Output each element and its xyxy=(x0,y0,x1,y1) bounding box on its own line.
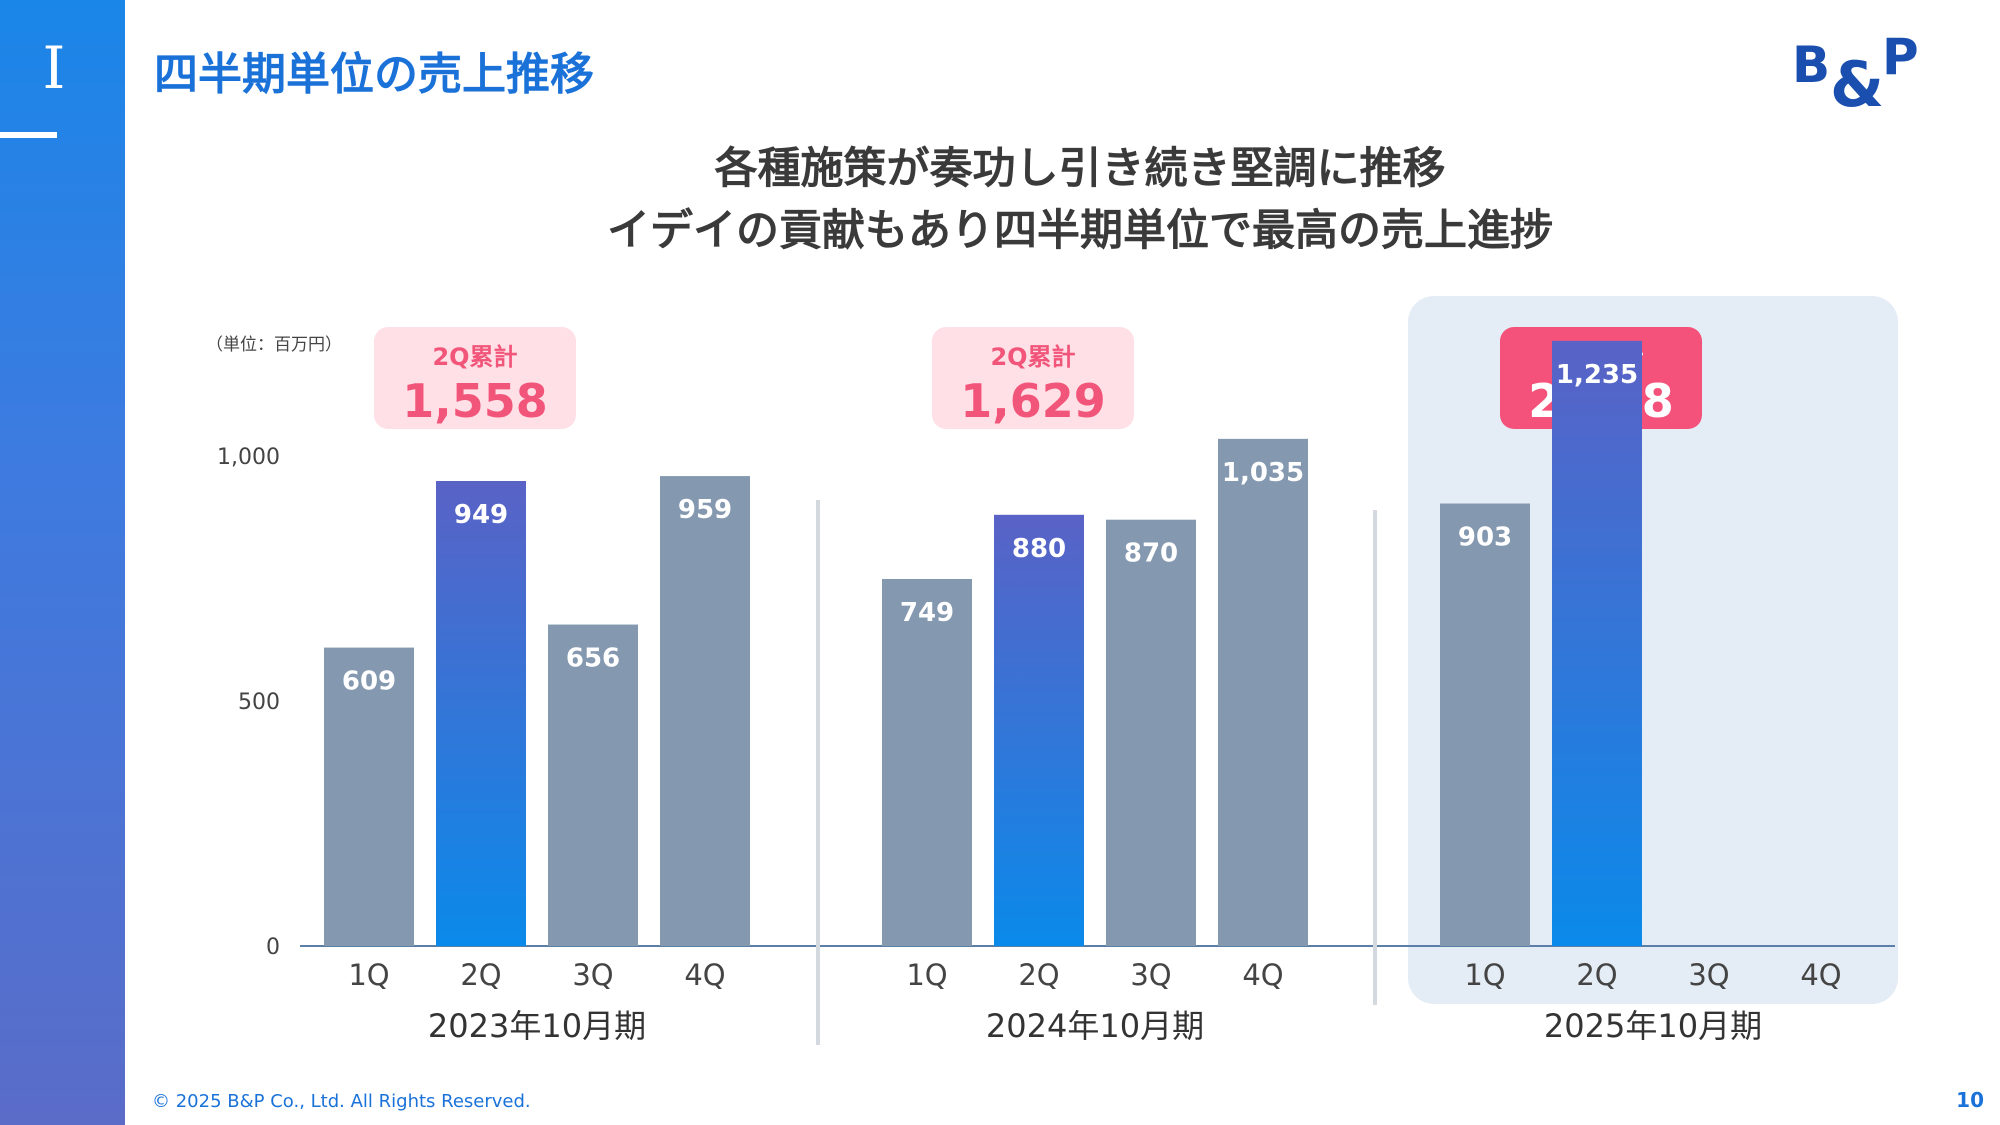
svg-text:P: P xyxy=(1882,28,1919,86)
bar xyxy=(1552,340,1642,947)
badge-label: 2Q累計 xyxy=(990,343,1076,371)
bar-data-label: 609 xyxy=(342,667,396,697)
x-tick-label: 1Q xyxy=(1464,958,1505,992)
section-rule xyxy=(0,132,57,138)
y-tick-label: 0 xyxy=(266,935,280,960)
headline-line-1: 各種施策が奏功し引き続き堅調に推移 xyxy=(714,144,1446,194)
x-tick-label: 3Q xyxy=(1688,958,1729,992)
bar-data-label: 749 xyxy=(900,598,954,628)
badge-value: 1,629 xyxy=(960,374,1106,428)
bar-data-label: 880 xyxy=(1012,534,1066,564)
bar-data-label: 1,235 xyxy=(1556,360,1638,390)
section-numeral: I xyxy=(42,34,66,102)
badge-label: 2Q累計 xyxy=(432,343,518,371)
cumulative-badge-2024: 2Q累計 1,629 xyxy=(932,327,1134,429)
group-label: 2024年10月期 xyxy=(986,1007,1204,1045)
bar-data-label: 903 xyxy=(1458,523,1512,553)
bar xyxy=(882,578,972,946)
x-tick-label: 2Q xyxy=(460,958,501,992)
x-tick-label: 4Q xyxy=(684,958,725,992)
unit-label: （単位：百万円） xyxy=(206,335,342,355)
x-tick-label: 4Q xyxy=(1242,958,1283,992)
footer-copyright: © 2025 B&P Co., Ltd. All Rights Reserved… xyxy=(152,1091,531,1112)
x-tick-label: 1Q xyxy=(906,958,947,992)
cumulative-badge-2023: 2Q累計 1,558 xyxy=(374,327,576,429)
y-tick-label: 1,000 xyxy=(217,445,280,470)
bar-data-label: 949 xyxy=(454,500,508,530)
bar xyxy=(324,647,414,946)
sidebar-band: I xyxy=(0,0,125,1125)
x-tick-label: 3Q xyxy=(572,958,613,992)
bar-data-label: 1,035 xyxy=(1222,458,1304,488)
company-logo: B & P xyxy=(1792,28,1919,110)
bar xyxy=(436,480,526,946)
badge-value: 1,558 xyxy=(402,374,548,428)
svg-text:&: & xyxy=(1830,48,1884,110)
group-label: 2025年10月期 xyxy=(1544,1007,1762,1045)
headline: 各種施策が奏功し引き続き堅調に推移 イデイの貢献もあり四半期単位で最高の売上進捗 xyxy=(400,138,1760,262)
y-tick-label: 500 xyxy=(238,690,280,715)
bar xyxy=(548,624,638,946)
bar xyxy=(660,476,750,946)
x-tick-label: 2Q xyxy=(1576,958,1617,992)
bar-data-label: 656 xyxy=(566,644,620,674)
bar xyxy=(1218,438,1308,946)
page-title: 四半期単位の売上推移 xyxy=(154,49,594,100)
headline-line-2: イデイの貢献もあり四半期単位で最高の売上進捗 xyxy=(607,206,1553,256)
page-number: 10 xyxy=(1956,1088,1984,1112)
bar xyxy=(1440,503,1530,946)
x-tick-label: 1Q xyxy=(348,958,389,992)
bar xyxy=(1106,519,1196,946)
x-tick-label: 2Q xyxy=(1018,958,1059,992)
svg-text:B: B xyxy=(1792,36,1830,94)
x-tick-label: 4Q xyxy=(1800,958,1841,992)
bar-data-label: 959 xyxy=(678,495,732,525)
x-tick-label: 3Q xyxy=(1130,958,1171,992)
group-label: 2023年10月期 xyxy=(428,1007,646,1045)
bar xyxy=(994,514,1084,946)
bar-data-label: 870 xyxy=(1124,539,1178,569)
